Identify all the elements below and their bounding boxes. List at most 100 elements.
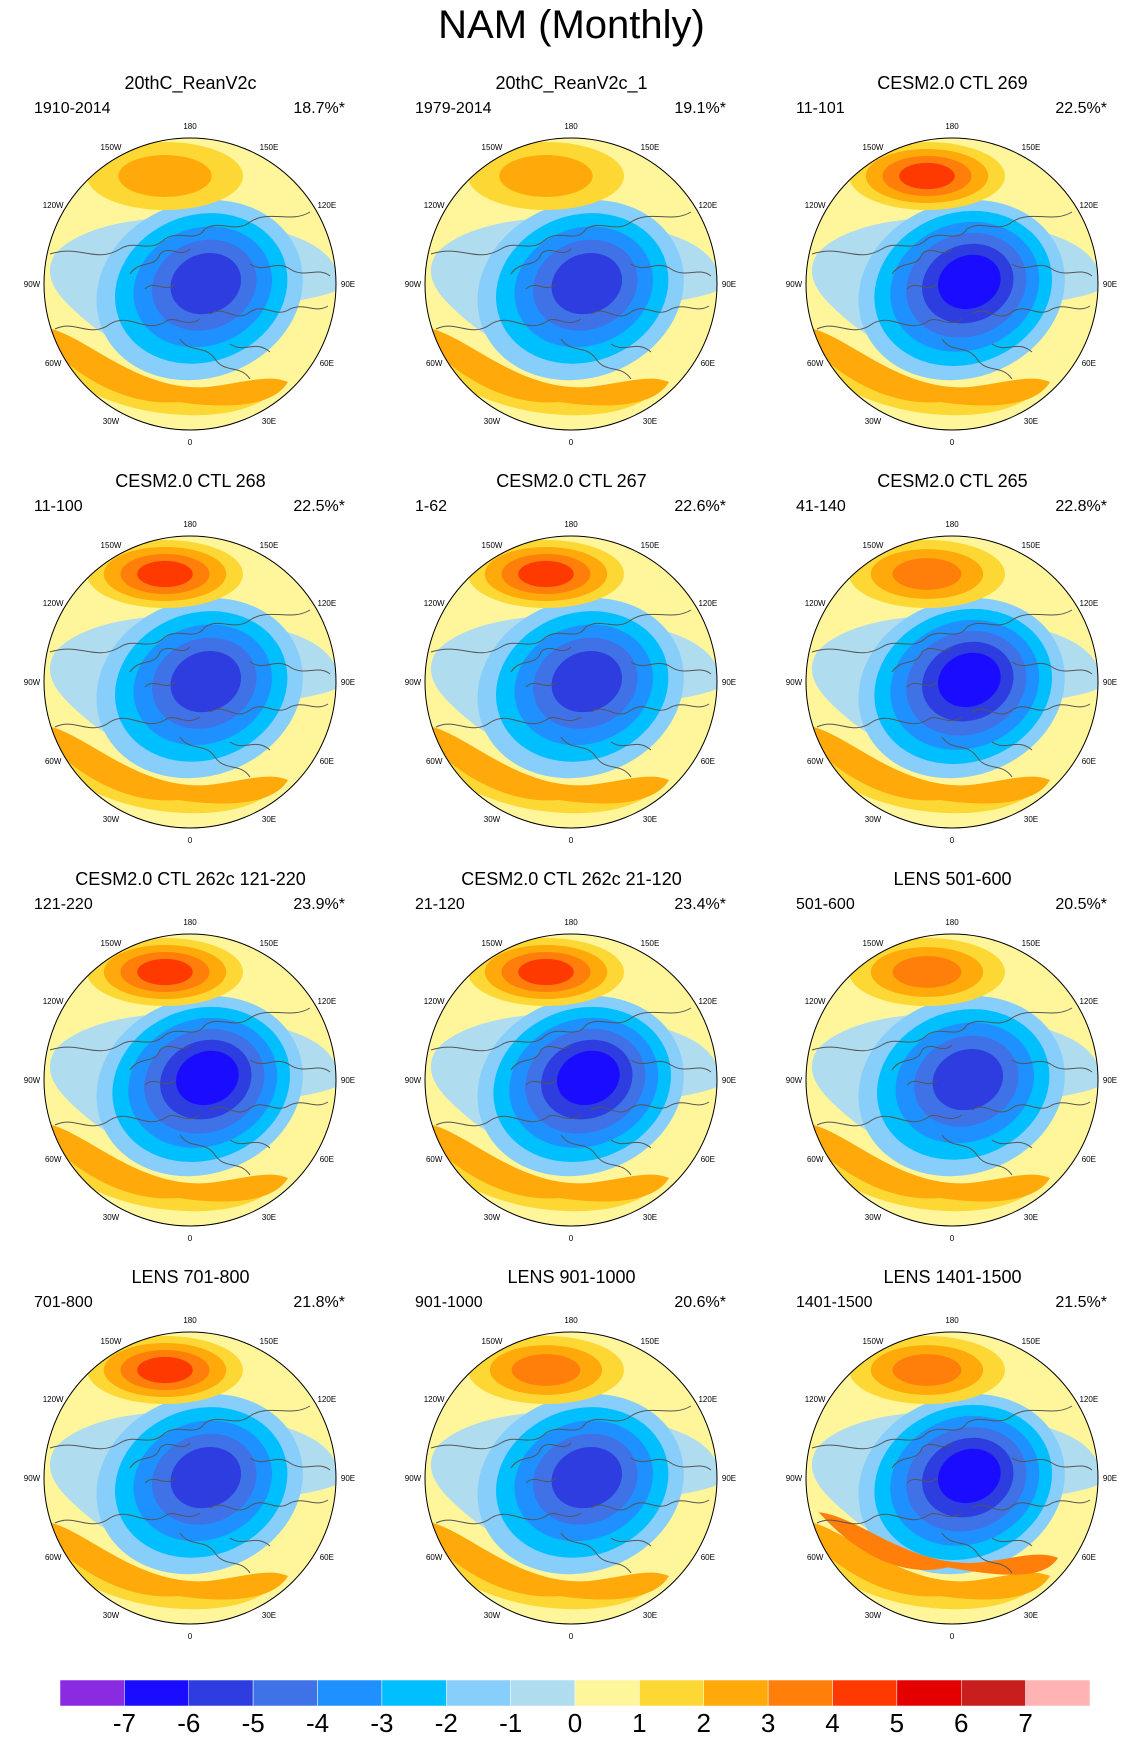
coastline [971,305,1091,317]
longitude-label: 180 [183,122,197,131]
coastline [811,1007,1073,1052]
panel-period: 701-800 [34,1294,93,1311]
longitude-label: 60E [320,757,334,766]
longitude-label: 120E [317,1395,336,1404]
polar-map: 180 150E 120E 90E 60E 30E 0 30W 60W 90W 120W 150W [786,122,1117,447]
coastline [811,1405,1073,1450]
coastline [54,1114,201,1127]
coastline [891,248,953,290]
longitude-label: 150E [641,1337,660,1346]
panel-period: 41-140 [796,498,846,515]
longitude-label: 120E [1079,1395,1098,1404]
map-border [43,1331,337,1625]
coastline [129,1442,191,1484]
longitude-label: 30E [262,1213,276,1222]
coastline [560,1532,652,1574]
longitude-label: 60E [701,359,715,368]
coastline [941,736,1033,778]
panel-title: CESM2.0 CTL 269 [877,73,1028,93]
positive-contour-atlantic [429,726,669,804]
longitude-label: 150E [1022,541,1041,550]
longitude-label: 120E [317,997,336,1006]
negative-contour [170,1446,242,1509]
longitude-label: 150W [101,939,122,948]
longitude-label: 150E [1022,143,1041,152]
coastline [816,1114,963,1127]
colorbar-swatch [1025,1680,1090,1707]
map-border [424,933,718,1227]
longitude-label: 30W [865,1611,882,1620]
panel-title: CESM2.0 CTL 262c 21-120 [461,869,682,889]
longitude-label: 150W [863,939,884,948]
positive-contour-pacific [511,1354,581,1386]
coastline [49,609,311,654]
colorbar-label: -6 [177,1708,200,1738]
panel-title: CESM2.0 CTL 265 [877,471,1028,491]
longitude-label: 90W [24,280,41,289]
positive-contour-atlantic [810,726,1050,804]
longitude-label: 30W [484,1213,501,1222]
coastline [891,1442,953,1484]
map-panel: CESM2.0 CTL 267 1-62 22.6%* 180 150E 120E 90E 6… [381,460,762,858]
negative-contour [551,252,623,315]
longitude-label: 30E [262,815,276,824]
longitude-label: 90W [786,678,803,687]
coastline [811,609,1073,654]
coastline [630,263,712,277]
map-border [43,137,337,431]
contour-field [44,536,336,828]
longitude-label: 90E [722,1076,736,1085]
longitude-label: 60E [320,359,334,368]
coastline [54,716,201,729]
longitude-label: 150W [482,1337,503,1346]
longitude-label: 60E [320,1155,334,1164]
coastline [590,1499,710,1511]
longitude-label: 180 [945,918,959,927]
longitude-label: 60E [701,1155,715,1164]
longitude-label: 120W [424,997,445,1006]
panel-variance: 22.6%* [674,498,726,515]
polar-map: 180 150E 120E 90E 60E 30E 0 30W 60W 90W 120W 150W [24,918,355,1243]
polar-map: 180 150E 120E 90E 60E 30E 0 30W 60W 90W 120W 150W [24,1316,355,1641]
longitude-label: 30W [484,815,501,824]
longitude-label: 30W [103,1611,120,1620]
longitude-label: 30E [1024,1611,1038,1620]
polar-map: 180 150E 120E 90E 60E 30E 0 30W 60W 90W 120W 150W [405,520,736,845]
positive-contour-atlantic [810,1522,1050,1600]
longitude-label: 60E [1082,359,1096,368]
positive-contour-pacific [518,560,574,588]
positive-contour-pacific [892,558,962,590]
coastline [941,1532,1033,1574]
negative-contour [932,1048,1004,1111]
longitude-label: 60W [807,1553,824,1562]
map-border [424,1331,718,1625]
negative-contour [938,254,1001,310]
coastline [49,1007,311,1052]
negative-contour [170,252,242,315]
coastline [971,703,1091,715]
longitude-label: 90E [722,280,736,289]
colorbar-swatch [767,1680,833,1707]
longitude-label: 30E [1024,1213,1038,1222]
coastline [435,716,582,729]
longitude-label: 150W [101,1337,122,1346]
colorbar-swatch [832,1680,898,1707]
colorbar-label: -7 [113,1708,136,1738]
map-border [805,933,1099,1227]
longitude-label: 90E [722,678,736,687]
longitude-label: 90W [24,1474,41,1483]
panel-variance: 23.9%* [293,896,345,913]
coastline [590,703,710,715]
panel-variance: 20.5%* [1055,896,1107,913]
map-panel: LENS 501-600 501-600 20.5%* 180 150E 120E 90E 6… [762,858,1143,1256]
longitude-label: 180 [945,1316,959,1325]
longitude-label: 30E [1024,417,1038,426]
longitude-label: 120W [805,201,826,210]
longitude-label: 60W [426,1155,443,1164]
contour-field [425,138,717,430]
positive-contour-atlantic [818,1511,1058,1575]
longitude-label: 60W [807,757,824,766]
colorbar-label: 5 [890,1708,904,1738]
contour-field [44,934,336,1226]
panel-period: 11-101 [796,100,845,117]
